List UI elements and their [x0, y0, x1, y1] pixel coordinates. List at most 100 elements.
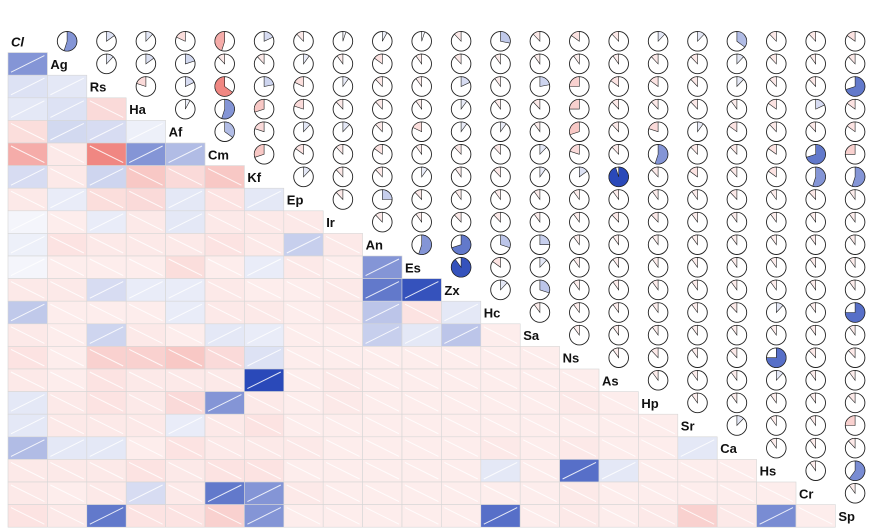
- shade-cell-hp-zx: [441, 391, 482, 415]
- shade-cell-hc-ag: [47, 300, 88, 325]
- variable-label-ha: Ha: [129, 102, 146, 117]
- shade-cell-hc-ha: [125, 300, 166, 325]
- shade-cell-ep-af: [165, 187, 206, 212]
- shade-cell-zx-cl: [7, 278, 48, 302]
- shade-cell-sr-ep: [283, 413, 324, 438]
- variable-label-rs: Rs: [90, 80, 107, 95]
- shade-cell-hc-ep: [283, 300, 324, 325]
- shade-cell-ha-cl: [7, 97, 48, 121]
- pie-cell-zx-hc: [490, 279, 511, 301]
- pie-cell-rs-af: [175, 76, 196, 97]
- pie-cell-ir-hp: [647, 211, 669, 233]
- pie-cell-sa-hs: [766, 324, 787, 346]
- shade-cell-hc-af: [165, 300, 206, 325]
- pie-cell-ep-cr: [805, 189, 826, 210]
- pie-cell-ns-hs: [766, 347, 787, 368]
- variable-label-sp: Sp: [838, 509, 855, 524]
- shade-cell-sa-rs: [86, 323, 127, 347]
- shade-cell-sa-hc: [480, 323, 521, 347]
- shade-cell-es-ag: [47, 255, 88, 279]
- shade-cell-hs-ag: [47, 459, 88, 483]
- pie-cell-cm-ir: [332, 144, 354, 165]
- pie-cell-as-hs: [766, 370, 787, 391]
- shade-cell-sp-sa: [519, 504, 560, 528]
- shade-cell-cr-zx: [441, 481, 482, 505]
- pie-cell-as-sp: [844, 370, 866, 391]
- pie-cell-hp-sr: [687, 392, 708, 414]
- shade-cell-sp-cl: [7, 504, 48, 528]
- shade-cell-sp-ha: [125, 504, 166, 528]
- pie-cell-sa-hp: [647, 324, 669, 346]
- shade-cell-cr-ag: [47, 481, 88, 505]
- pie-cell-kf-as: [608, 166, 629, 188]
- pie-cell-sa-ns: [569, 324, 590, 346]
- shade-cell-sa-cm: [204, 323, 245, 347]
- shade-cell-sr-es: [401, 413, 442, 438]
- shade-cell-hs-sa: [519, 459, 560, 483]
- pie-cell-ir-an: [372, 211, 393, 233]
- shade-cell-ns-zx: [441, 346, 482, 370]
- pie-cell-sr-sp: [844, 415, 866, 436]
- shade-cell-hs-rs: [86, 459, 127, 483]
- shade-cell-cr-kf: [244, 481, 285, 505]
- shade-cell-as-ag: [47, 368, 88, 392]
- pie-cell-cm-hs: [766, 144, 787, 165]
- pie-cell-an-as: [608, 234, 629, 255]
- shade-cell-sp-zx: [441, 504, 482, 528]
- pie-cell-ir-hs: [766, 211, 787, 233]
- shade-cell-hc-es: [401, 300, 442, 325]
- shade-cell-sp-ep: [283, 504, 324, 528]
- shade-cell-ep-cm: [204, 187, 245, 212]
- pie-cell-hc-ca: [726, 302, 748, 323]
- pie-cell-kf-sr: [687, 166, 708, 188]
- shade-cell-ns-sa: [519, 346, 560, 370]
- variable-label-sa: Sa: [523, 328, 540, 343]
- pie-cell-an-es: [411, 234, 432, 255]
- pie-cell-rs-hs: [766, 76, 787, 97]
- pie-cell-ir-cr: [805, 211, 826, 233]
- pie-cell-af-hc: [490, 121, 511, 142]
- variable-label-ca: Ca: [720, 441, 737, 456]
- shade-cell-hp-hc: [480, 391, 521, 415]
- shade-cell-hs-zx: [441, 459, 482, 483]
- pie-cell-zx-hs: [766, 279, 787, 301]
- pie-cell-sr-cr: [805, 415, 826, 436]
- pie-cell-af-sa: [529, 121, 551, 142]
- shade-cell-cr-af: [165, 481, 206, 505]
- shade-cell-cr-cm: [204, 481, 245, 505]
- pie-cell-sr-hs: [766, 415, 787, 436]
- shade-cell-ca-sr: [677, 436, 718, 460]
- shade-cell-hs-hp: [638, 459, 679, 483]
- shade-cell-sr-ns: [559, 413, 600, 438]
- pie-cell-ns-ca: [726, 347, 748, 368]
- shade-cell-cr-ca: [716, 481, 757, 505]
- pie-cell-cl-kf: [253, 31, 275, 52]
- shade-cell-kf-cl: [7, 165, 48, 189]
- pie-cell-ha-zx: [450, 98, 472, 120]
- pie-cell-kf-ca: [726, 166, 748, 188]
- pie-cell-ha-af: [175, 98, 196, 120]
- shade-cell-as-hc: [480, 368, 521, 392]
- shade-cell-hs-hc: [480, 459, 521, 483]
- pie-cell-ag-hs: [766, 53, 787, 75]
- shade-cell-sr-kf: [244, 413, 285, 438]
- pie-cell-cl-cm: [214, 31, 235, 52]
- pie-cell-kf-es: [411, 166, 432, 188]
- pie-cell-kf-hs: [766, 166, 787, 188]
- pie-cell-an-hs: [766, 234, 787, 255]
- pie-cell-rs-es: [411, 76, 432, 97]
- shade-cell-an-af: [165, 233, 206, 257]
- pie-cell-zx-as: [608, 279, 629, 301]
- shade-cell-an-cm: [204, 233, 245, 257]
- shade-cell-sa-af: [165, 323, 206, 347]
- pie-cell-af-zx: [450, 121, 472, 142]
- shade-cell-as-rs: [86, 368, 127, 392]
- pie-cell-af-hs: [766, 121, 787, 142]
- pie-cell-ns-sr: [687, 347, 708, 368]
- shade-cell-ag-cl: [7, 52, 48, 76]
- pie-cell-cm-ns: [569, 144, 590, 165]
- pie-cell-ha-kf: [253, 98, 275, 120]
- shade-cell-es-ha: [125, 255, 166, 279]
- pie-cell-zx-sr: [687, 279, 708, 301]
- pie-cell-cl-ns: [569, 31, 590, 52]
